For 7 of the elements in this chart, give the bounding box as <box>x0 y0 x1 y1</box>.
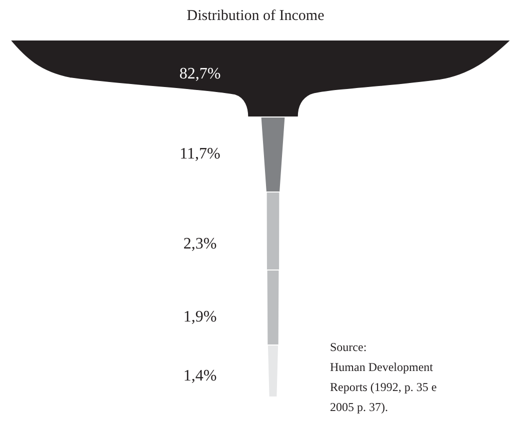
data-label: 11,7% <box>180 146 220 163</box>
text: Distribution of Income <box>186 8 325 24</box>
data-label: 82,7% <box>179 66 221 83</box>
data-label: 1,4% <box>183 368 217 385</box>
data-label: 2,3% <box>183 236 217 253</box>
data-label: 1,9% <box>183 308 217 326</box>
source-note: Source: Human Development Reports (1992, p. 35 e 2005 p. 37). <box>330 340 437 414</box>
